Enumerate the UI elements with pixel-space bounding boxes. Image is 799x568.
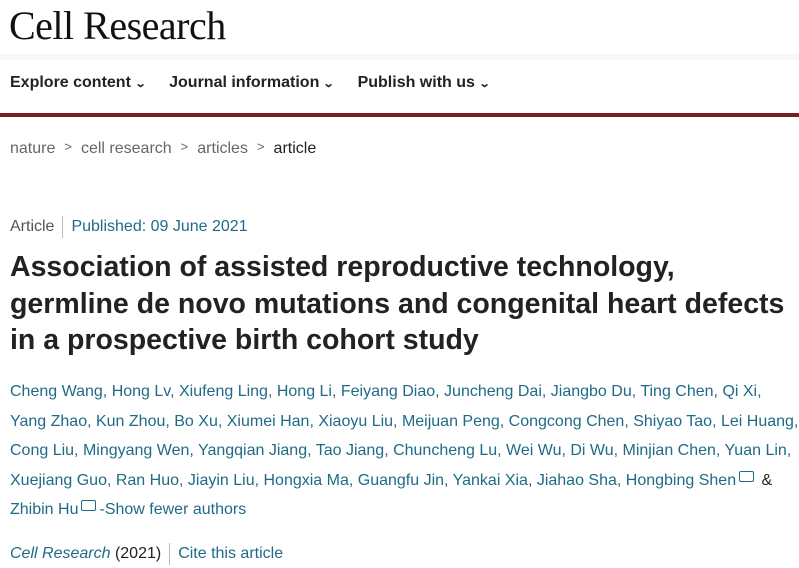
email-icon[interactable] xyxy=(739,470,755,482)
chevron-down-icon: ⌄ xyxy=(134,78,147,90)
breadcrumb-article: article xyxy=(273,140,317,157)
year: (2021) xyxy=(114,545,162,563)
chevron-right-icon: > xyxy=(64,139,72,154)
cite-this-article-link[interactable]: Cite this article xyxy=(178,545,284,563)
nav-publish-with-us[interactable]: Publish with us ⌄ xyxy=(357,74,491,92)
journal-logo[interactable]: Cell Research xyxy=(9,3,226,48)
chevron-down-icon: ⌄ xyxy=(322,78,335,90)
breadcrumb: nature > cell research > articles > article xyxy=(10,139,317,158)
authors-main[interactable]: Cheng Wang, Hong Lv, Xiufeng Ling, Hong … xyxy=(10,383,799,489)
email-icon[interactable] xyxy=(81,500,97,512)
article-type: Article xyxy=(10,218,55,236)
divider xyxy=(62,216,64,238)
header-divider xyxy=(0,113,799,117)
show-fewer-authors-link[interactable]: -Show fewer authors xyxy=(99,501,247,519)
header-band xyxy=(0,54,799,60)
main-nav: Explore content ⌄ Journal information ⌄ Pu… xyxy=(10,74,491,92)
breadcrumb-cell-research[interactable]: cell research xyxy=(80,140,172,157)
nav-explore-content[interactable]: Explore content ⌄ xyxy=(10,74,147,92)
divider xyxy=(169,543,171,565)
ampersand: & xyxy=(761,471,773,489)
breadcrumb-nature[interactable]: nature xyxy=(10,140,56,157)
published-date: Published: 09 June 2021 xyxy=(71,218,248,236)
citation-line: Cell Research (2021) Cite this article xyxy=(10,543,283,565)
journal-name: Cell Research xyxy=(10,545,111,563)
nav-label: Publish with us xyxy=(357,74,475,91)
chevron-right-icon: > xyxy=(180,139,189,154)
article-meta: Article Published: 09 June 2021 xyxy=(10,216,248,238)
nav-journal-information[interactable]: Journal information ⌄ xyxy=(169,74,335,92)
article-title: Association of assisted reproductive tec… xyxy=(10,251,785,356)
nav-label: Journal information xyxy=(169,74,320,91)
nav-label: Explore content xyxy=(10,74,131,91)
chevron-down-icon: ⌄ xyxy=(478,78,491,90)
author-list: Cheng Wang, Hong Lv, Xiufeng Ling, Hong … xyxy=(10,377,799,525)
author-last[interactable]: Zhibin Hu xyxy=(10,501,79,519)
chevron-right-icon: > xyxy=(256,139,265,154)
breadcrumb-articles[interactable]: articles xyxy=(197,140,248,157)
